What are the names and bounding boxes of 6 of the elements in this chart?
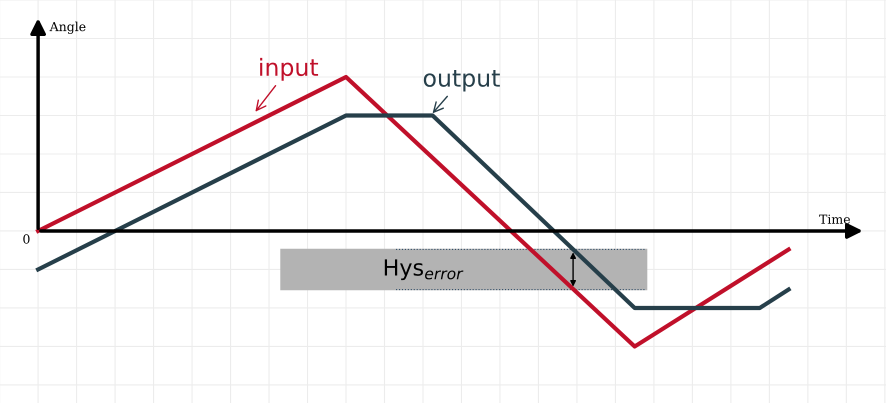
text: 0 bbox=[23, 234, 30, 244]
band-label: Hys$_{error}$ bbox=[384, 259, 464, 280]
y-axis-title: Angle bbox=[50, 22, 86, 34]
series-label: output bbox=[424, 70, 500, 92]
series-label: input bbox=[260, 58, 318, 81]
x-axis-title: Time bbox=[819, 214, 850, 224]
